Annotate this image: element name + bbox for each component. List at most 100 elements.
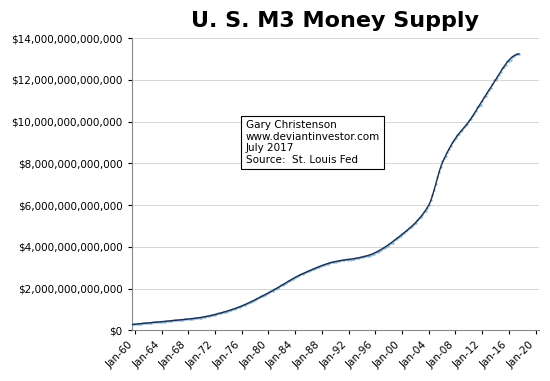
Point: [278, 282, 287, 288]
Point: [239, 303, 248, 309]
Point: [220, 309, 229, 315]
Point: [375, 248, 383, 254]
Point: [315, 264, 324, 270]
Point: [443, 149, 452, 155]
Point: [448, 139, 456, 146]
Point: [485, 87, 493, 93]
Point: [300, 270, 309, 276]
Point: [420, 209, 428, 215]
Point: [373, 249, 382, 255]
Point: [237, 303, 246, 309]
Point: [320, 262, 329, 268]
Point: [413, 218, 422, 224]
Point: [488, 81, 497, 87]
Point: [242, 301, 251, 307]
Point: [252, 296, 261, 302]
Point: [365, 253, 373, 259]
Point: [148, 319, 157, 325]
Point: [398, 231, 407, 237]
Point: [346, 256, 355, 263]
Point: [456, 128, 465, 134]
Point: [202, 313, 211, 319]
Point: [234, 304, 243, 311]
Point: [383, 243, 392, 249]
Point: [363, 253, 372, 259]
Point: [195, 315, 204, 321]
Point: [415, 215, 424, 221]
Point: [260, 292, 269, 298]
Point: [466, 116, 475, 122]
Point: [444, 146, 453, 152]
Point: [318, 262, 327, 268]
Point: [225, 307, 234, 313]
Point: [428, 192, 437, 198]
Point: [501, 62, 510, 68]
Point: [295, 272, 304, 278]
Point: [134, 321, 142, 327]
Point: [182, 316, 191, 322]
Point: [194, 315, 202, 321]
Point: [174, 317, 183, 323]
Point: [356, 254, 365, 260]
Point: [481, 93, 490, 99]
Point: [355, 255, 364, 261]
Point: [342, 256, 350, 263]
Point: [327, 259, 336, 266]
Point: [425, 202, 433, 208]
Point: [385, 241, 394, 247]
Point: [164, 318, 173, 324]
Point: [140, 320, 149, 327]
Point: [190, 315, 199, 322]
Point: [272, 286, 280, 292]
Point: [325, 260, 334, 266]
Point: [402, 228, 410, 234]
Point: [353, 255, 362, 261]
Point: [478, 98, 487, 104]
Point: [388, 240, 397, 246]
Point: [480, 94, 488, 100]
Point: [390, 237, 399, 243]
Point: [470, 110, 478, 117]
Point: [317, 263, 326, 269]
Point: [371, 249, 380, 255]
Point: [393, 235, 402, 241]
Point: [348, 256, 357, 262]
Point: [360, 253, 368, 259]
Point: [310, 266, 319, 272]
Point: [287, 277, 295, 283]
Point: [204, 313, 212, 319]
Point: [199, 314, 207, 320]
Point: [338, 258, 347, 264]
Point: [235, 304, 244, 310]
Point: [227, 307, 235, 313]
Point: [493, 75, 502, 81]
Point: [483, 90, 492, 96]
Point: [361, 253, 370, 259]
Point: [426, 197, 435, 203]
Point: [180, 316, 189, 322]
Point: [506, 57, 515, 63]
Point: [436, 164, 445, 170]
Point: [340, 257, 349, 263]
Point: [473, 104, 482, 110]
Point: [465, 117, 474, 123]
Point: [395, 234, 404, 240]
Point: [511, 51, 520, 57]
Point: [212, 311, 221, 317]
Point: [455, 131, 464, 137]
Point: [218, 309, 227, 315]
Point: [215, 310, 224, 316]
Point: [179, 317, 188, 323]
Point: [403, 227, 412, 234]
Point: [513, 51, 521, 57]
Point: [210, 312, 219, 318]
Point: [185, 316, 194, 322]
Point: [332, 259, 340, 265]
Point: [496, 69, 505, 75]
Point: [486, 85, 495, 91]
Point: [249, 298, 257, 304]
Point: [405, 225, 414, 231]
Point: [328, 259, 337, 265]
Point: [490, 77, 498, 83]
Point: [240, 302, 249, 308]
